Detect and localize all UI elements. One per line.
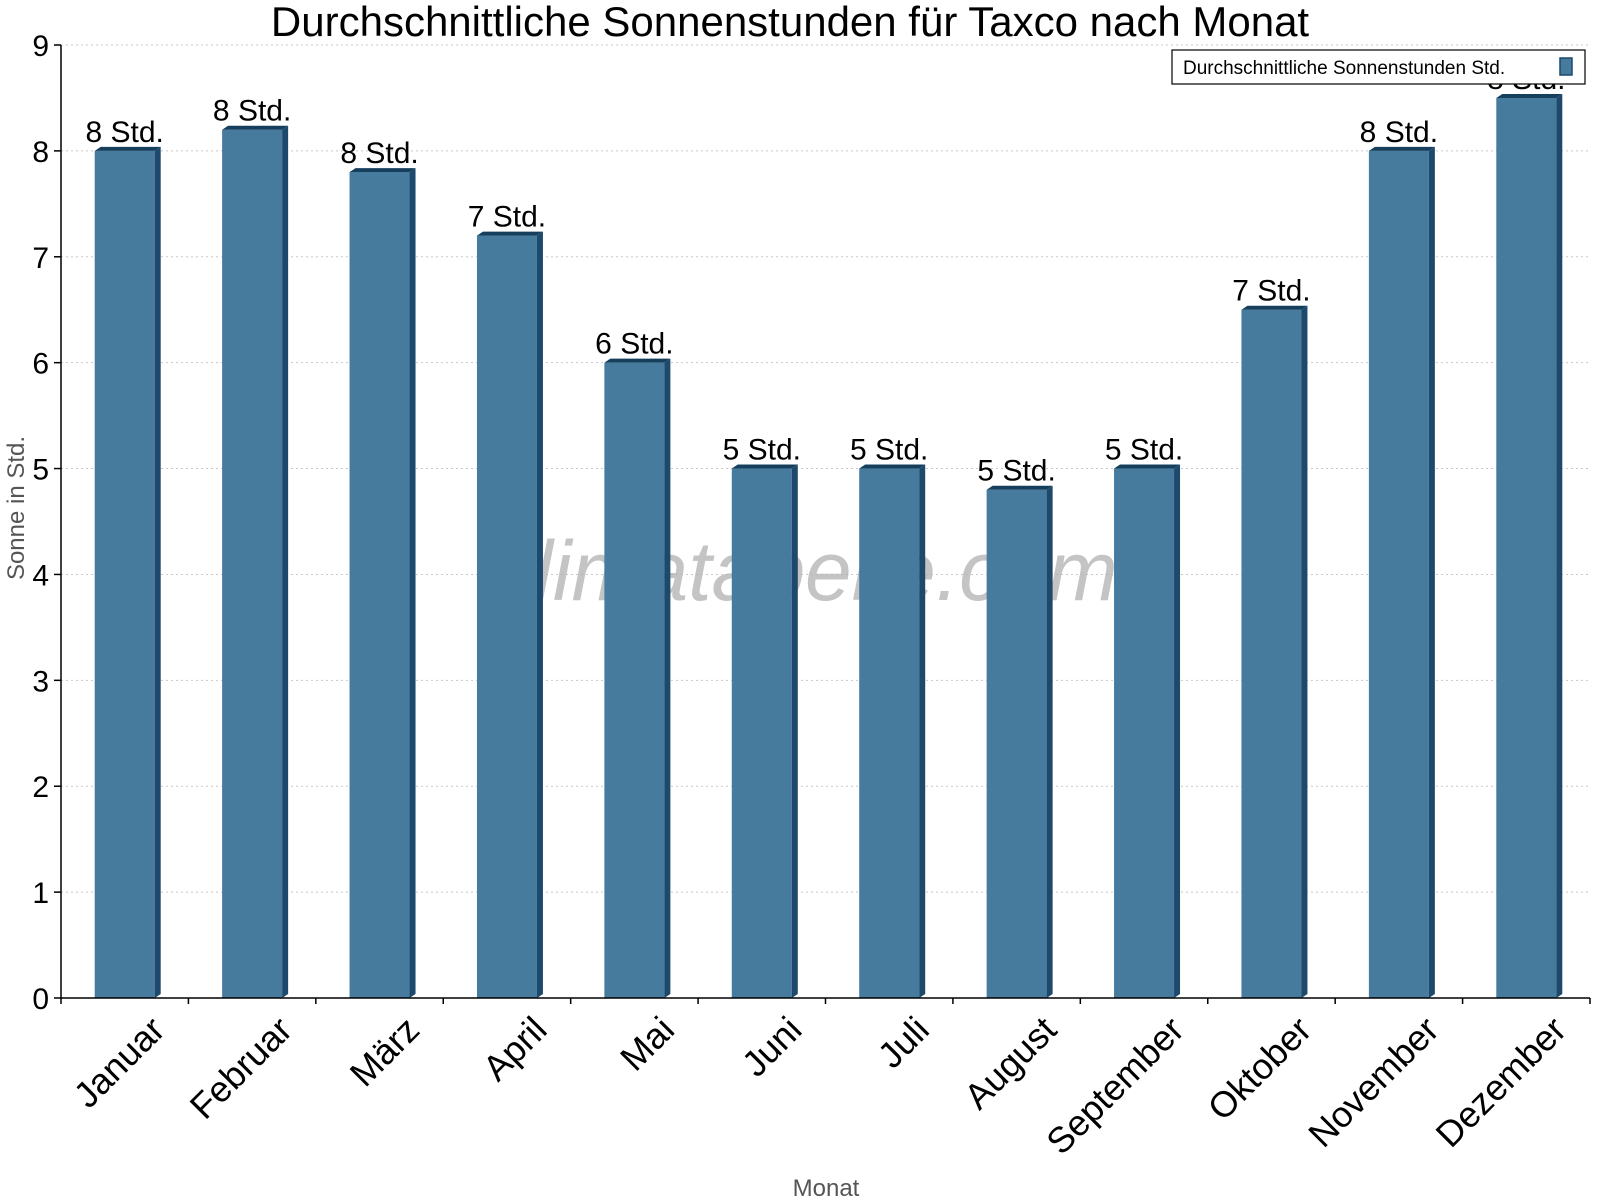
data-label: 7 Std. — [1232, 275, 1310, 308]
bar-side — [664, 358, 671, 999]
bar-side — [536, 231, 543, 999]
bar-top — [94, 146, 161, 151]
data-label: 5 Std. — [977, 455, 1055, 488]
data-labels: 8 Std. 8 Std. 8 Std. 7 Std. 6 Std. 5 Std. 5 St… — [86, 63, 1566, 488]
bar-top — [222, 125, 289, 130]
y-tick-label: 9 — [32, 30, 49, 63]
x-axis-label: Monat — [793, 1175, 860, 1200]
bar-side — [282, 125, 289, 998]
x-tick-label: August — [956, 1009, 1064, 1117]
bar-top — [1114, 464, 1181, 469]
bar — [349, 172, 410, 999]
bar-side — [1428, 146, 1435, 998]
data-label: 6 Std. — [595, 328, 673, 361]
data-label: 8 Std. — [213, 95, 291, 128]
bar-side — [791, 464, 798, 998]
data-label: 7 Std. — [468, 201, 546, 234]
chart-title: Durchschnittliche Sonnenstunden für Taxc… — [271, 0, 1310, 45]
data-label: 5 Std. — [850, 434, 928, 467]
y-tick-labels: 0 1 2 3 4 5 6 7 8 9 — [32, 30, 49, 1016]
bars — [94, 93, 1563, 999]
x-tick-label: November — [1300, 1009, 1446, 1155]
bar — [986, 489, 1047, 998]
x-tick-label: Februar — [182, 1009, 300, 1127]
bar-side — [1174, 464, 1181, 998]
bar-top — [349, 168, 416, 173]
legend: Durchschnittliche Sonnenstunden Std. — [1171, 49, 1586, 85]
bar — [1114, 468, 1175, 998]
bar — [1241, 309, 1302, 998]
x-tick-label: April — [475, 1009, 555, 1089]
bar-top — [476, 231, 543, 236]
bar-top — [986, 485, 1053, 490]
y-tick-label: 1 — [32, 877, 49, 910]
bar-top — [604, 358, 671, 363]
data-label: 8 Std. — [1360, 116, 1438, 149]
y-tick-label: 4 — [32, 559, 49, 592]
y-tick-label: 8 — [32, 136, 49, 169]
y-tick-label: 3 — [32, 665, 49, 698]
y-tick-label: 2 — [32, 771, 49, 804]
x-tick-label: März — [342, 1009, 428, 1095]
bar — [1368, 150, 1429, 998]
x-tick-labels: Januar Februar März April Mai Juni Juli AugustS… — [66, 1009, 1574, 1163]
bar — [94, 150, 155, 998]
y-tick-label: 5 — [32, 454, 49, 487]
y-tick-label: 6 — [32, 348, 49, 381]
x-tick-label: Dezember — [1428, 1009, 1574, 1155]
axes — [54, 44, 1591, 1004]
grid-lines — [61, 44, 1590, 893]
y-tick-label: 0 — [32, 983, 49, 1016]
bar-top — [731, 464, 798, 469]
data-label: 5 Std. — [723, 434, 801, 467]
bar-side — [1301, 305, 1308, 998]
y-axis-label: Sonne in Std. — [3, 436, 30, 580]
bar-top — [1496, 93, 1563, 98]
data-label: 8 Std. — [340, 137, 418, 170]
bar — [222, 129, 283, 998]
bar-top — [1368, 146, 1435, 151]
x-tick-label: Mai — [612, 1009, 682, 1079]
bar — [731, 468, 792, 998]
bar-top — [1241, 305, 1308, 310]
bar — [604, 362, 665, 999]
data-label: 5 Std. — [1105, 434, 1183, 467]
data-label: 8 Std. — [86, 116, 164, 149]
legend-box — [1171, 49, 1586, 85]
bar-top — [859, 464, 926, 469]
bar-side — [919, 464, 926, 998]
y-tick-label: 7 — [32, 242, 49, 275]
bar — [476, 235, 537, 999]
x-tick-label: September — [1038, 1009, 1192, 1163]
bar-side — [1046, 485, 1053, 998]
bar — [859, 468, 920, 998]
x-tick-label: Juni — [734, 1009, 810, 1085]
bar — [1496, 97, 1557, 998]
bar-side — [409, 168, 416, 999]
bar-side — [154, 146, 161, 998]
x-tick-label: Oktober — [1200, 1009, 1320, 1129]
bar-side — [1556, 93, 1563, 998]
legend-swatch — [1559, 57, 1573, 76]
legend-entry-label: Durchschnittliche Sonnenstunden Std. — [1183, 58, 1505, 79]
x-tick-label: Januar — [66, 1009, 173, 1116]
x-tick-label: Juli — [870, 1009, 937, 1076]
